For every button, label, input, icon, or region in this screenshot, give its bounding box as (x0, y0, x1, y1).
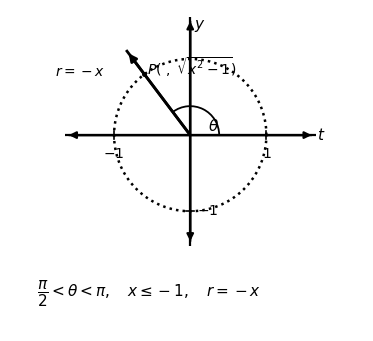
Text: $1$: $1$ (261, 147, 271, 161)
Text: y: y (195, 17, 204, 32)
Text: $\theta$: $\theta$ (207, 118, 219, 134)
Text: $-1$: $-1$ (197, 204, 218, 218)
Text: $-1$: $-1$ (103, 147, 125, 161)
Text: $P(\ ,\ \sqrt{x^2-1})$: $P(\ ,\ \sqrt{x^2-1})$ (147, 55, 237, 78)
Text: t: t (317, 128, 323, 143)
Text: $\dfrac{\pi}{2} < \theta < \pi, \quad x \leq -1, \quad r = -x$: $\dfrac{\pi}{2} < \theta < \pi, \quad x … (37, 280, 261, 309)
Text: $r = -x$: $r = -x$ (55, 65, 105, 79)
